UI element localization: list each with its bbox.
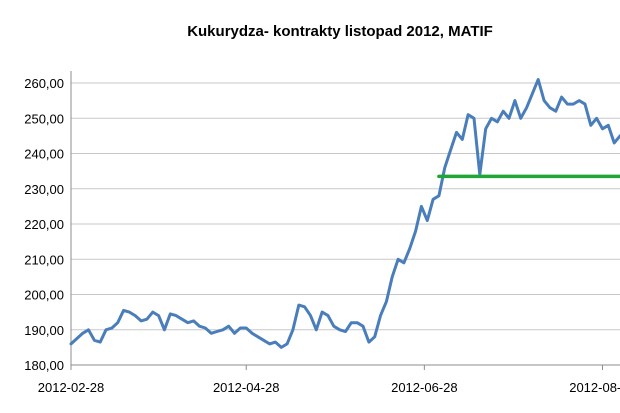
y-tick-label: 260,00 bbox=[24, 76, 64, 91]
y-tick-label: 220,00 bbox=[24, 217, 64, 232]
chart-title: Kukurydza- kontrakty listopad 2012, MATI… bbox=[187, 23, 493, 40]
y-tick-label: 230,00 bbox=[24, 182, 64, 197]
y-tick-label: 180,00 bbox=[24, 358, 64, 373]
y-tick-label: 240,00 bbox=[24, 147, 64, 162]
y-tick-label: 250,00 bbox=[24, 111, 64, 126]
x-tick-label: 2012-04-28 bbox=[213, 380, 280, 395]
gridlines bbox=[71, 82, 620, 331]
x-tick-label: 2012-02-28 bbox=[38, 380, 105, 395]
y-tick-label: 190,00 bbox=[24, 323, 64, 338]
x-tick-label: 2012-06-28 bbox=[391, 380, 458, 395]
price-line bbox=[69, 78, 620, 349]
series bbox=[69, 78, 620, 349]
y-tick-label: 200,00 bbox=[24, 288, 64, 303]
x-tick-labels: 2012-02-28 2012-04-28 2012-06-28 2012-08-28 bbox=[38, 380, 620, 395]
x-tick-label: 2012-08-28 bbox=[569, 380, 620, 395]
axes bbox=[70, 71, 620, 370]
y-tick-labels: 180,00 190,00 200,00 210,00 220,00 230,00 240,… bbox=[24, 76, 64, 373]
y-tick-label: 210,00 bbox=[24, 252, 64, 267]
